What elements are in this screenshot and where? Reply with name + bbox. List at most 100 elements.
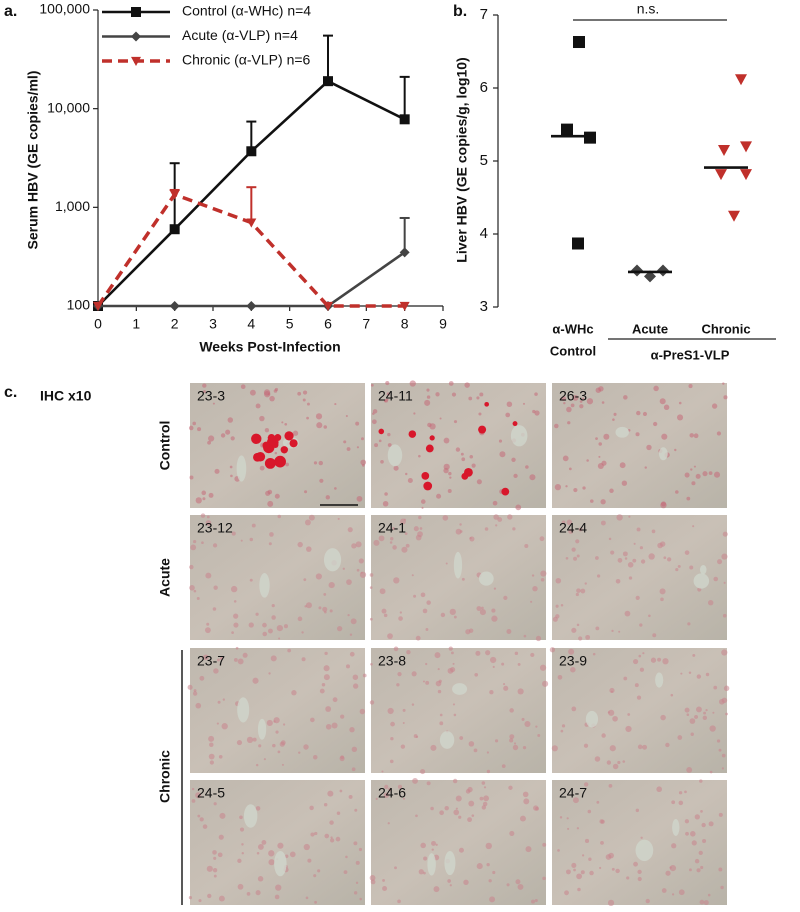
stain-spot — [217, 700, 221, 704]
stain-spot — [476, 396, 480, 400]
x-tick-label: α-WHc — [552, 321, 593, 336]
stain-spot — [702, 715, 708, 721]
stain-spot — [568, 467, 572, 471]
stain-spot — [570, 403, 575, 408]
stain-spot — [269, 532, 274, 537]
stain-spot — [702, 839, 707, 844]
stain-spot — [323, 665, 330, 672]
stain-spot — [694, 714, 699, 719]
stain-spot — [678, 889, 685, 896]
stain-spot — [423, 871, 426, 875]
stain-spot — [439, 810, 444, 816]
stain-spot — [202, 383, 207, 388]
stain-spot — [306, 546, 312, 552]
stain-spot — [721, 767, 724, 770]
stain-spot — [390, 737, 394, 741]
stain-spot — [205, 572, 212, 579]
stain-spot — [632, 658, 639, 665]
stain-spot — [689, 718, 696, 724]
y-tick-label: 10,000 — [47, 99, 90, 115]
sample-label: 24-4 — [559, 520, 587, 536]
stain-spot — [572, 797, 579, 804]
stain-spot — [589, 870, 594, 876]
y-axis-title: Serum HBV (GE copies/ml) — [25, 71, 41, 250]
stain-spot — [707, 893, 711, 897]
stain-spot — [467, 817, 473, 823]
stain-spot — [608, 709, 615, 716]
stain-spot — [694, 814, 700, 820]
stain-spot — [485, 650, 491, 656]
stain-spot — [722, 382, 725, 385]
stain-spot — [608, 852, 614, 859]
data-point — [323, 76, 333, 87]
stain-spot — [444, 805, 449, 811]
stain-spot — [539, 536, 545, 542]
stain-spot — [537, 734, 541, 737]
stain-spot — [192, 421, 197, 426]
stain-spot — [669, 864, 677, 872]
stain-cell — [423, 481, 433, 491]
stain-spot — [281, 763, 284, 766]
stain-spot — [582, 397, 585, 400]
stain-spot — [501, 662, 505, 666]
stain-spot — [189, 585, 195, 591]
stain-spot — [571, 547, 576, 552]
stain-spot — [200, 513, 206, 518]
stain-spot — [661, 501, 667, 507]
stain-spot — [699, 899, 705, 905]
stain-spot — [274, 493, 280, 499]
stain-spot — [586, 398, 594, 405]
stain-spot — [453, 713, 457, 717]
stain-spot — [542, 680, 549, 687]
stain-spot — [346, 579, 352, 585]
stain-spot — [723, 685, 730, 692]
stain-spot — [418, 869, 424, 875]
stain-spot — [551, 745, 558, 752]
stain-spot — [418, 515, 422, 520]
stain-spot — [512, 744, 519, 751]
stain-spot — [267, 628, 273, 634]
vessel — [615, 426, 629, 438]
stain-spot — [324, 610, 327, 614]
stain-spot — [399, 611, 402, 614]
stain-spot — [517, 883, 524, 890]
stain-spot — [716, 739, 721, 743]
stain-spot — [475, 650, 481, 656]
stain-spot — [263, 389, 271, 396]
stain-spot — [360, 571, 363, 574]
vessel — [274, 850, 287, 877]
stain-spot — [690, 830, 696, 837]
stain-spot — [202, 497, 206, 501]
stain-spot — [219, 812, 226, 819]
stain-spot — [459, 523, 462, 526]
stain-spot — [461, 577, 465, 581]
stain-spot — [393, 465, 399, 471]
x-tick-label: Acute — [632, 321, 668, 336]
stain-spot — [277, 750, 281, 754]
sample-label: 24-1 — [378, 520, 406, 536]
stain-spot — [259, 465, 265, 471]
annotation: n.s. — [637, 1, 660, 17]
stain-spot — [451, 392, 457, 397]
legend-label: Control (α-WHc) n=4 — [182, 3, 311, 19]
stain-spot — [246, 892, 251, 896]
stain-spot — [497, 517, 503, 522]
stain-spot — [430, 744, 437, 751]
stain-spot — [515, 504, 522, 511]
stain-spot — [702, 471, 708, 477]
data-point — [169, 301, 180, 311]
vessel — [257, 718, 267, 740]
stain-spot — [638, 654, 642, 658]
stain-spot — [355, 421, 360, 426]
stain-spot — [347, 527, 353, 533]
stain-spot — [698, 850, 703, 856]
stain-spot — [539, 664, 547, 671]
stain-spot — [515, 879, 521, 885]
stain-spot — [534, 898, 538, 903]
stain-spot — [684, 472, 690, 478]
stain-spot — [596, 800, 600, 804]
stain-spot — [203, 654, 209, 661]
stain-spot — [346, 447, 351, 451]
stain-spot — [297, 541, 303, 548]
stain-spot — [570, 666, 576, 673]
